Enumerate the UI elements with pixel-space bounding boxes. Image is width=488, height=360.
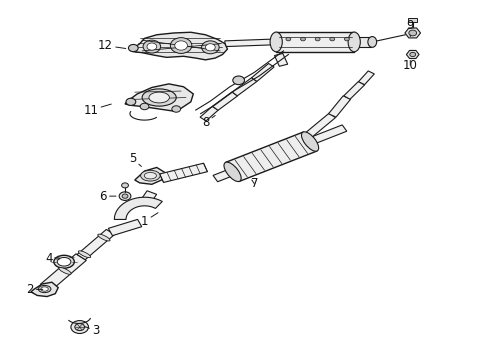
Circle shape: [201, 41, 219, 54]
Text: 7: 7: [250, 177, 258, 190]
Polygon shape: [225, 132, 316, 181]
Text: 2: 2: [26, 283, 43, 296]
Circle shape: [174, 41, 187, 50]
Circle shape: [409, 52, 415, 57]
Polygon shape: [41, 254, 86, 291]
Circle shape: [170, 38, 191, 53]
Text: 12: 12: [98, 39, 125, 52]
Ellipse shape: [78, 251, 90, 258]
Polygon shape: [343, 81, 364, 99]
Circle shape: [329, 37, 334, 41]
Polygon shape: [404, 28, 420, 38]
Ellipse shape: [144, 172, 156, 179]
Ellipse shape: [141, 170, 160, 181]
Circle shape: [128, 44, 138, 51]
Ellipse shape: [38, 285, 51, 293]
Text: 5: 5: [128, 152, 141, 166]
Ellipse shape: [301, 132, 318, 151]
Ellipse shape: [54, 255, 74, 268]
Polygon shape: [302, 113, 335, 140]
Circle shape: [143, 40, 160, 53]
Polygon shape: [406, 50, 418, 59]
Ellipse shape: [224, 162, 241, 181]
Polygon shape: [200, 107, 218, 121]
Polygon shape: [160, 163, 207, 183]
Ellipse shape: [98, 234, 110, 241]
Text: 10: 10: [402, 59, 417, 72]
Polygon shape: [114, 197, 162, 220]
Polygon shape: [140, 191, 156, 205]
Circle shape: [344, 37, 348, 41]
Ellipse shape: [59, 267, 71, 274]
Polygon shape: [213, 169, 234, 182]
Polygon shape: [77, 229, 114, 260]
Text: 4: 4: [45, 252, 60, 265]
Text: 3: 3: [85, 324, 99, 337]
Ellipse shape: [142, 89, 176, 106]
Bar: [407, 18, 416, 22]
Circle shape: [119, 192, 131, 201]
Circle shape: [408, 30, 416, 36]
Polygon shape: [125, 84, 193, 111]
Circle shape: [126, 98, 136, 105]
Ellipse shape: [149, 92, 169, 103]
Polygon shape: [274, 54, 287, 66]
Polygon shape: [212, 92, 237, 110]
Text: 9: 9: [406, 19, 413, 37]
Ellipse shape: [347, 32, 360, 52]
Polygon shape: [358, 71, 373, 85]
Polygon shape: [224, 39, 273, 46]
Polygon shape: [353, 37, 370, 47]
Circle shape: [285, 37, 290, 41]
Circle shape: [171, 106, 180, 112]
Circle shape: [140, 103, 149, 110]
Circle shape: [75, 323, 84, 330]
Ellipse shape: [269, 32, 282, 52]
Polygon shape: [130, 32, 227, 60]
Polygon shape: [251, 63, 273, 81]
Circle shape: [315, 37, 320, 41]
Circle shape: [147, 43, 157, 50]
Polygon shape: [108, 219, 142, 236]
Text: 8: 8: [202, 116, 215, 129]
Polygon shape: [307, 125, 346, 145]
Polygon shape: [31, 282, 58, 297]
Ellipse shape: [367, 37, 376, 47]
Bar: [276, 32, 353, 52]
Circle shape: [122, 194, 128, 198]
Circle shape: [205, 44, 215, 51]
Text: 11: 11: [83, 104, 111, 117]
Circle shape: [232, 76, 244, 85]
Polygon shape: [232, 78, 256, 96]
Polygon shape: [135, 167, 165, 184]
Circle shape: [122, 183, 128, 188]
Ellipse shape: [41, 287, 48, 291]
Text: 6: 6: [99, 190, 116, 203]
Ellipse shape: [57, 257, 71, 266]
Polygon shape: [328, 96, 350, 117]
Text: 1: 1: [141, 213, 158, 228]
Circle shape: [300, 37, 305, 41]
Circle shape: [71, 320, 88, 333]
